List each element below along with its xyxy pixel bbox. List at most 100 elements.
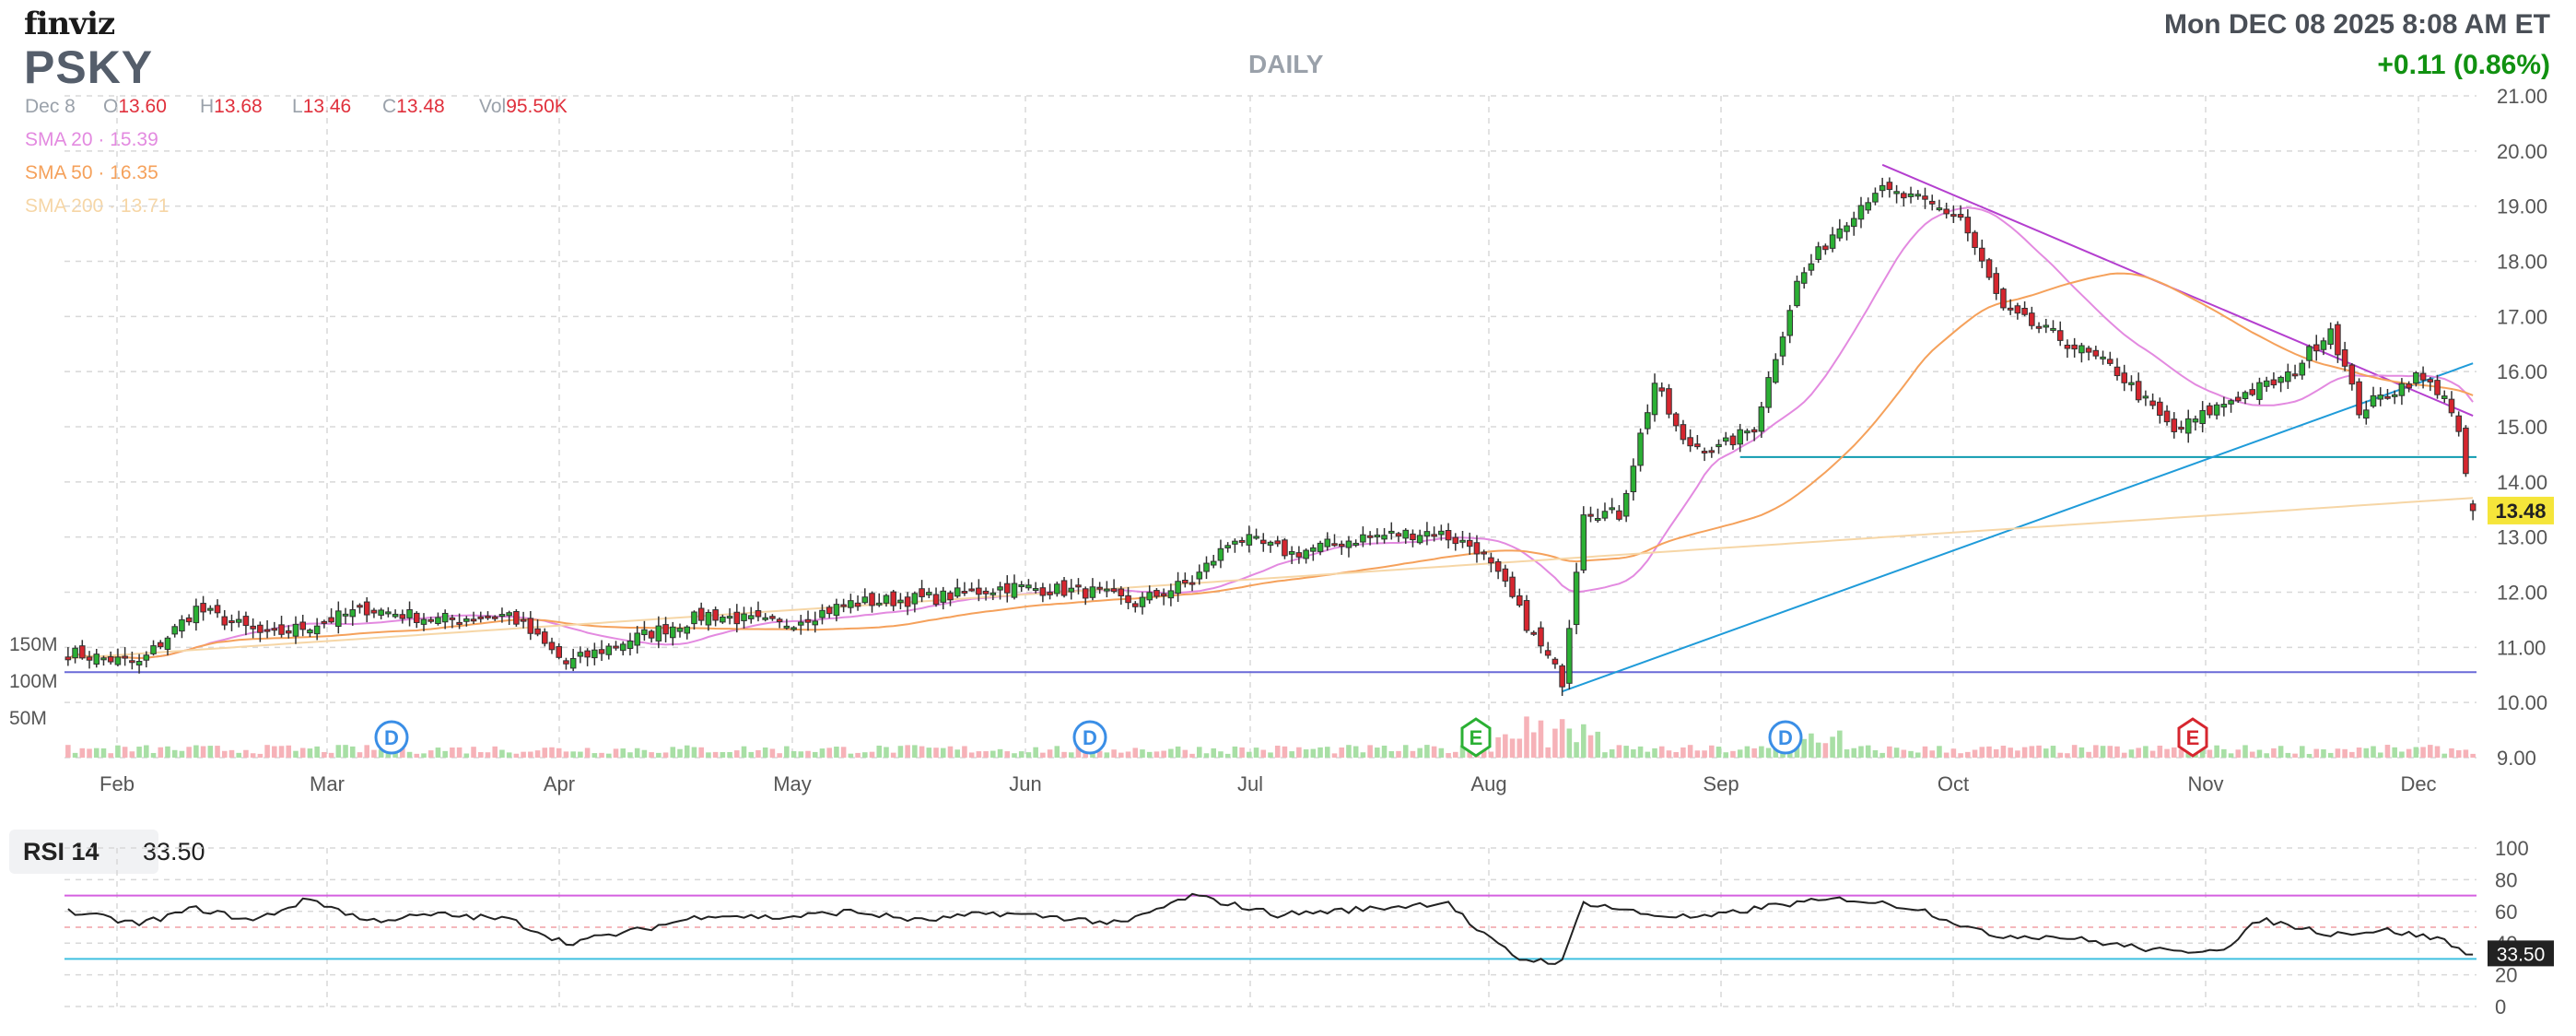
candle-body bbox=[1395, 533, 1402, 537]
candle-body bbox=[769, 616, 776, 619]
volume-bar bbox=[215, 746, 220, 758]
sma20-legend[interactable]: SMA 20 · 15.39 bbox=[25, 129, 158, 150]
volume-bar bbox=[513, 753, 520, 758]
volume-bar bbox=[2463, 749, 2469, 758]
volume-bar bbox=[1424, 745, 1430, 758]
rsi-badge[interactable] bbox=[9, 830, 158, 874]
volume-bar bbox=[1296, 747, 1302, 758]
ticker-symbol: PSKY bbox=[24, 41, 154, 93]
volume-bar bbox=[1083, 746, 1088, 758]
candle-body bbox=[2249, 389, 2256, 395]
candle-body bbox=[427, 618, 434, 622]
candle-body bbox=[662, 624, 669, 635]
candle-body bbox=[1672, 413, 1680, 427]
volume-bar bbox=[698, 747, 704, 758]
volume-bar bbox=[1068, 752, 1074, 758]
candle-body bbox=[2056, 330, 2064, 341]
volume-bar bbox=[1702, 750, 1707, 758]
candle-body bbox=[122, 655, 128, 659]
volume-bar bbox=[1524, 716, 1529, 758]
price-tick-label: 19.00 bbox=[2497, 195, 2547, 218]
candle-body bbox=[569, 657, 577, 669]
candle-body bbox=[1786, 310, 1794, 336]
volume-bar bbox=[1182, 749, 1188, 758]
candle-body bbox=[1146, 592, 1153, 601]
volume-bar bbox=[1352, 746, 1359, 758]
dividend-marker bbox=[1072, 720, 1107, 755]
finviz-logo[interactable]: finviz bbox=[24, 6, 115, 42]
candle-body bbox=[776, 618, 783, 622]
candle-body bbox=[1153, 590, 1160, 597]
candle-body bbox=[1666, 388, 1672, 415]
candle-body bbox=[563, 660, 569, 665]
candle-body bbox=[1580, 514, 1587, 571]
candle-body bbox=[129, 660, 135, 664]
volume-bar bbox=[1317, 747, 1323, 758]
candle-body bbox=[1566, 628, 1573, 684]
volume-bar bbox=[1438, 748, 1445, 758]
volume-bar bbox=[1410, 750, 1416, 758]
candle-body bbox=[2320, 340, 2327, 350]
sma200-legend[interactable]: SMA 200 · 13.71 bbox=[25, 195, 170, 217]
candle-body bbox=[1957, 214, 1964, 218]
candle-body bbox=[1836, 228, 1844, 239]
candle-body bbox=[1224, 545, 1231, 548]
marker-label: E bbox=[2186, 726, 2200, 749]
volume-bar bbox=[2313, 748, 2320, 758]
volume-bar bbox=[727, 751, 732, 758]
volume-bar bbox=[812, 751, 818, 758]
candle-body bbox=[2157, 401, 2163, 417]
volume-bar bbox=[769, 748, 776, 758]
volume-bar bbox=[335, 745, 342, 758]
candle-body bbox=[93, 653, 100, 665]
candle-body bbox=[848, 600, 854, 608]
volume-bar bbox=[1018, 751, 1025, 758]
candle-body bbox=[179, 618, 185, 632]
volume-bar bbox=[2335, 748, 2341, 758]
candle-body bbox=[2299, 362, 2306, 376]
candle-body bbox=[207, 607, 214, 611]
candle-body bbox=[1452, 536, 1459, 545]
volume-bar bbox=[2349, 751, 2355, 758]
candle-body bbox=[2184, 418, 2192, 434]
volume-bar bbox=[1986, 746, 1992, 758]
volume-bar bbox=[1914, 752, 1921, 758]
volume-bar bbox=[1111, 749, 1117, 758]
candle-body bbox=[1082, 588, 1089, 599]
volume-bar bbox=[477, 752, 484, 758]
candle-body bbox=[1324, 538, 1331, 547]
candles bbox=[64, 177, 2476, 697]
candle-body bbox=[1651, 383, 1658, 416]
volume-bar bbox=[641, 749, 648, 758]
volume-bar bbox=[1289, 751, 1294, 758]
candle-body bbox=[1601, 511, 1609, 519]
candle-body bbox=[2285, 371, 2291, 383]
volume-bar bbox=[93, 748, 100, 758]
price-tick-label: 16.00 bbox=[2497, 360, 2547, 383]
candle-body bbox=[976, 587, 982, 595]
candle-body bbox=[2014, 305, 2021, 314]
volume-bar bbox=[328, 752, 334, 758]
candle-body bbox=[313, 625, 321, 635]
candle-body bbox=[911, 593, 919, 605]
volume-bar bbox=[406, 751, 413, 758]
volume-bar bbox=[100, 748, 107, 758]
volume-bar bbox=[1815, 742, 1821, 758]
candle-body bbox=[1438, 530, 1445, 536]
volume-bar bbox=[606, 753, 612, 758]
sma50-legend[interactable]: SMA 50 · 16.35 bbox=[25, 162, 158, 183]
candle-body bbox=[2419, 372, 2427, 381]
candle-body bbox=[1374, 535, 1381, 538]
candle-body bbox=[420, 618, 427, 625]
candle-body bbox=[1530, 631, 1538, 635]
volume-bar bbox=[471, 747, 476, 758]
volume-bar bbox=[926, 748, 932, 758]
price-tick-label: 20.00 bbox=[2497, 140, 2547, 163]
volume-bar bbox=[1929, 750, 1935, 758]
candle-body bbox=[1758, 406, 1765, 432]
volume-bar bbox=[228, 749, 235, 758]
candle-body bbox=[1822, 245, 1829, 251]
volume-bar bbox=[1459, 745, 1466, 758]
candle-body bbox=[655, 625, 662, 642]
